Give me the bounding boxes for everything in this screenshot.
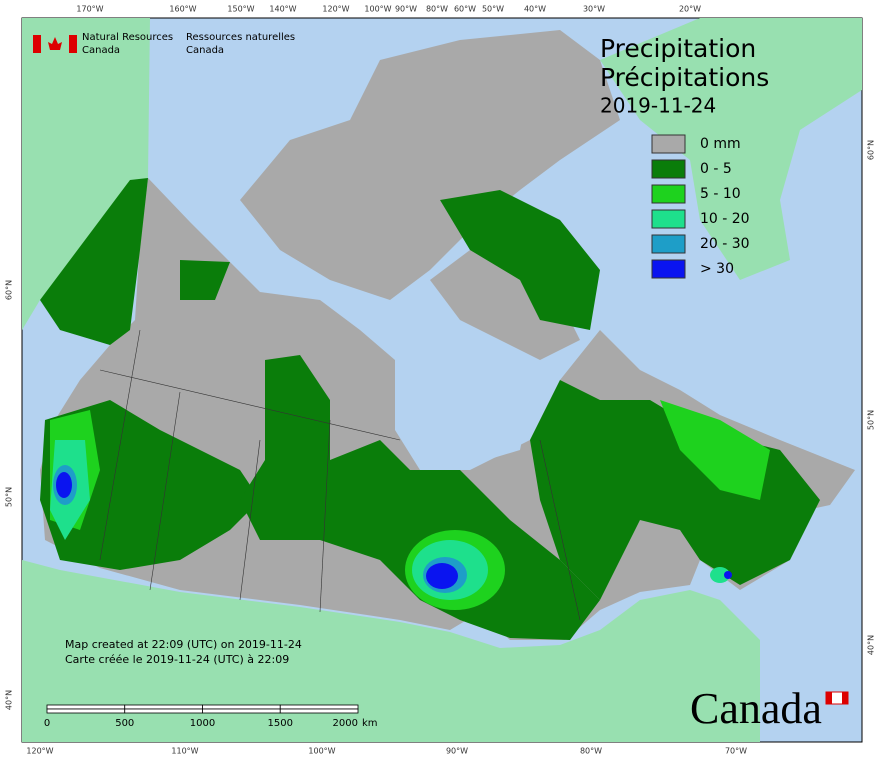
scale-segment <box>124 708 203 714</box>
rain-central <box>240 355 600 640</box>
scale-segment <box>46 708 126 714</box>
longitude-label: 160°W <box>169 5 196 14</box>
border <box>239 439 261 601</box>
border <box>99 369 401 441</box>
org-name: Canada <box>82 45 120 56</box>
border <box>319 419 331 613</box>
scale-label: 500 <box>115 718 134 729</box>
rain-ontario-30 <box>426 563 458 589</box>
alaska <box>22 18 150 330</box>
longitude-label: 60°W <box>454 5 476 14</box>
longitude-label: 150°W <box>227 5 254 14</box>
border <box>99 329 141 561</box>
legend-swatch <box>651 184 686 204</box>
longitude-label: 170°W <box>76 5 103 14</box>
wordmark: Canada <box>690 684 822 733</box>
hudson-bay <box>400 340 530 465</box>
wordmark-flag <box>842 692 848 704</box>
legend-swatch <box>651 234 686 254</box>
title-en: Precipitation <box>600 34 756 63</box>
latitude-label: 50°N <box>867 410 876 430</box>
legend-swatch <box>651 159 686 179</box>
rain-bc-30 <box>56 472 72 498</box>
latitude-label: 40°N <box>5 690 14 710</box>
wordmark-flag <box>826 692 832 704</box>
scale-label: 1500 <box>268 718 293 729</box>
graticule-labels: 170°W 160°W 150°W 140°W 120°W 100°W 90°W 80°W 60… <box>5 5 876 756</box>
rain-labrador <box>660 400 770 500</box>
scale-segment <box>202 708 281 714</box>
flag-leaf <box>48 37 62 50</box>
longitude-label: 140°W <box>269 5 296 14</box>
org-name: Natural Resources <box>82 32 173 43</box>
scale-segment <box>279 704 359 710</box>
org-name: Ressources naturelles <box>186 32 295 43</box>
rain-baffin <box>440 190 600 330</box>
border <box>149 391 181 591</box>
longitude-label: 100°W <box>308 747 335 756</box>
canada-mainland <box>40 178 855 640</box>
latitude-label: 40°N <box>867 635 876 655</box>
latitude-label: 60°N <box>5 280 14 300</box>
scale-segment <box>202 704 281 710</box>
map-body <box>21 17 863 743</box>
legend-label: 0 mm <box>700 136 741 152</box>
rain-yukon <box>40 178 148 345</box>
scale-label: 0 <box>44 718 50 729</box>
org-name: Canada <box>186 45 224 56</box>
longitude-label: 70°W <box>725 747 747 756</box>
rain-ns-10 <box>710 567 730 583</box>
legend: 0 mm 0 - 5 5 - 10 10 - 20 20 - 30 > 30 <box>651 134 750 279</box>
scale-label: 1000 <box>190 718 215 729</box>
rain-ns-30 <box>724 571 732 579</box>
scale-segment <box>279 708 359 714</box>
scale-segment <box>124 704 203 710</box>
scale-unit: km <box>362 718 378 729</box>
note: Carte créée le 2019-11-24 (UTC) à 22:09 <box>65 653 289 666</box>
longitude-label: 120°W <box>26 747 53 756</box>
latitude-label: 60°N <box>867 140 876 160</box>
arctic-islands <box>240 30 620 300</box>
rain-east <box>530 380 820 600</box>
latitude-label: 50°N <box>5 487 14 507</box>
longitude-label: 110°W <box>171 747 198 756</box>
legend-swatch <box>651 134 686 154</box>
title-fr: Précipitations <box>600 63 769 92</box>
scale-label: 2000 <box>333 718 358 729</box>
borders <box>99 329 581 621</box>
legend-label: 20 - 30 <box>700 236 750 252</box>
longitude-label: 20°W <box>679 5 701 14</box>
usa <box>22 560 760 742</box>
longitude-label: 30°W <box>583 5 605 14</box>
baffin-south <box>430 250 580 360</box>
longitude-label: 100°W <box>364 5 391 14</box>
legend-label: 0 - 5 <box>700 161 732 177</box>
flag-bar <box>33 35 41 53</box>
rain-nwt <box>180 260 230 300</box>
longitude-label: 40°W <box>524 5 546 14</box>
logo: Natural Resources Canada Ressources natu… <box>33 32 295 56</box>
longitude-label: 80°W <box>580 747 602 756</box>
border <box>539 439 581 621</box>
greenland <box>600 18 862 280</box>
legend-label: > 30 <box>700 261 734 277</box>
longitude-label: 80°W <box>426 5 448 14</box>
longitude-label: 50°W <box>482 5 504 14</box>
legend-label: 5 - 10 <box>700 186 741 202</box>
scale-segment <box>46 704 126 710</box>
legend-swatch <box>651 259 686 279</box>
note: Map created at 22:09 (UTC) on 2019-11-24 <box>65 638 302 651</box>
flag-bar <box>69 35 77 53</box>
longitude-label: 120°W <box>322 5 349 14</box>
title-date: 2019-11-24 <box>600 94 716 118</box>
legend-label: 10 - 20 <box>700 211 750 227</box>
scale-bar: 0 500 1000 1500 2000 km <box>44 704 378 729</box>
legend-swatch <box>651 209 686 229</box>
longitude-label: 90°W <box>446 747 468 756</box>
longitude-label: 90°W <box>395 5 417 14</box>
